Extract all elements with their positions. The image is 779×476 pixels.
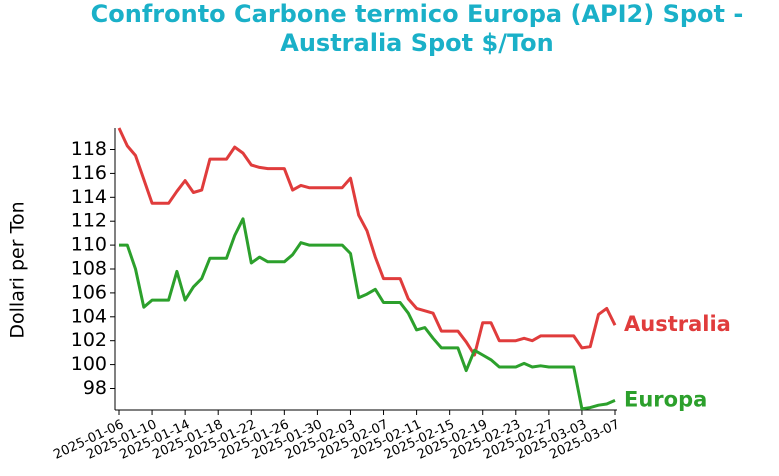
series-label: Australia bbox=[624, 312, 731, 336]
series-label: Europa bbox=[624, 387, 707, 411]
y-tick-label: 106 bbox=[71, 281, 107, 303]
y-tick-label: 112 bbox=[71, 210, 107, 232]
series-line bbox=[117, 127, 617, 357]
chart-title: Australia Spot $/Ton bbox=[280, 29, 553, 57]
y-tick-label: 118 bbox=[71, 138, 107, 160]
y-tick-label: 114 bbox=[71, 186, 107, 208]
y-axis-label: Dollari per Ton bbox=[7, 201, 29, 338]
series-line bbox=[119, 217, 616, 411]
y-tick-label: 102 bbox=[71, 329, 107, 351]
y-tick-label: 110 bbox=[71, 234, 107, 256]
chart-title: Confronto Carbone termico Europa (API2) … bbox=[91, 0, 744, 28]
y-tick-label: 104 bbox=[71, 305, 107, 327]
y-tick-label: 100 bbox=[71, 353, 107, 375]
y-tick-label: 116 bbox=[71, 162, 107, 184]
y-tick-label: 108 bbox=[71, 258, 107, 280]
y-tick-label: 98 bbox=[83, 377, 107, 399]
